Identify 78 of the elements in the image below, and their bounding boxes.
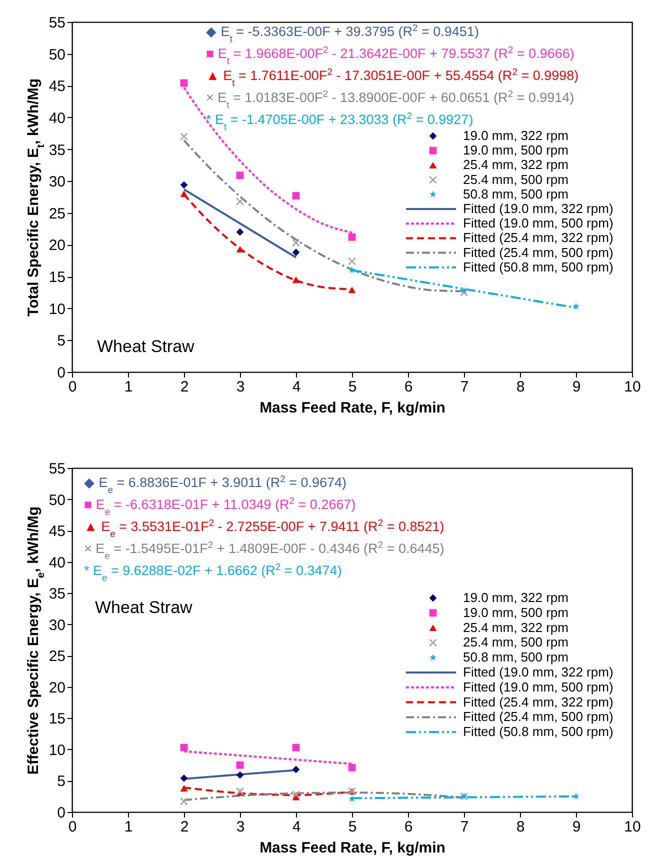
legend-label: 50.8 mm, 500 rpm <box>463 650 568 665</box>
y-tick-label: 30 <box>48 174 66 191</box>
x-axis-title: Mass Feed Rate, F, kg/min <box>260 840 446 856</box>
x-tick-label: 2 <box>180 378 189 396</box>
legend-label: Fitted (25.4 mm, 500 rpm) <box>463 709 614 724</box>
legend-label: Fitted (50.8 mm, 500 rpm) <box>463 724 614 740</box>
x-tick-label: 8 <box>516 818 525 836</box>
y-tick-label: 5 <box>57 773 66 790</box>
legend-label: Fitted (50.8 mm, 500 rpm) <box>463 259 614 274</box>
x-tick-label: 7 <box>460 818 469 836</box>
y-tick-label: 30 <box>48 616 66 634</box>
x-axis-title: Mass Feed Rate, F, kg/min <box>260 400 446 416</box>
legend-label: Fitted (25.4 mm, 322 rpm) <box>463 694 614 710</box>
legend-label: 25.4 mm, 500 rpm <box>463 634 568 650</box>
legend-label: 19.0 mm, 500 rpm <box>463 142 568 158</box>
annotation: ■ E$_{e}$ = -6.6318E-01F + 11.0349 (R$^{2}$ = 0.2667) <box>84 496 356 518</box>
y-tick-label: 25 <box>48 205 66 222</box>
legend-label: Fitted (25.4 mm, 500 rpm) <box>463 244 614 260</box>
x-tick-label: 4 <box>292 818 301 836</box>
x-tick-label: 9 <box>572 378 581 396</box>
x-tick-label: 8 <box>516 378 525 396</box>
legend-label: Fitted (19.0 mm, 500 rpm) <box>463 679 614 694</box>
y-tick-label: 15 <box>48 269 66 286</box>
x-tick-label: 4 <box>292 378 301 396</box>
x-tick-label: 7 <box>460 378 469 396</box>
y-tick-label: 35 <box>48 142 66 159</box>
x-tick-label: 0 <box>68 818 77 836</box>
y-tick-label: 10 <box>48 742 66 759</box>
legend-label: 25.4 mm, 322 rpm <box>463 157 568 172</box>
y-tick-label: 50 <box>48 492 66 509</box>
y-tick-label: 45 <box>48 78 66 96</box>
x-tick-label: 9 <box>572 818 581 836</box>
annotation: * E$_{e}$ = 9.6288E-02F + 1.6662 (R$^{2}$ = 0.3474) <box>84 562 342 584</box>
legend-label: Fitted (19.0 mm, 322 rpm) <box>463 664 614 680</box>
x-tick-label: 0 <box>68 378 77 396</box>
legend-label: Fitted (25.4 mm, 322 rpm) <box>463 230 614 246</box>
annotation: ▲ E$_{t}$ = 1.7611E-00F$^{2}$ - 17.3051E-00F + 55.4554 (R$^{2}$ = 0.9998) <box>206 66 579 88</box>
y-tick-label: 5 <box>57 332 66 350</box>
annotation: Wheat Straw <box>97 337 196 356</box>
legend-label: Fitted (19.0 mm, 322 rpm) <box>463 201 614 216</box>
legend-label: 25.4 mm, 500 rpm <box>463 172 568 187</box>
y-tick-label: 50 <box>48 46 66 64</box>
y-tick-label: 0 <box>57 364 66 382</box>
y-tick-label: 0 <box>57 804 66 822</box>
x-tick-label: 1 <box>124 818 133 836</box>
annotation: ◆ E$_{e}$ = 6.8836E-01F + 3.9011 (R$^{2}$ = 0.9674) <box>84 474 347 496</box>
annotation: ▲ E$_{e}$ = 3.5531E-01F$^{2}$ - 2.7255E-00F + 7.9411 (R$^{2}$ = 0.8521) <box>84 518 444 540</box>
legend-label: 25.4 mm, 322 rpm <box>463 620 568 635</box>
legend-label: Fitted (19.0 mm, 500 rpm) <box>463 216 614 231</box>
x-tick-label: 3 <box>236 818 245 836</box>
x-tick-label: 6 <box>404 378 413 396</box>
annotation: × E$_{e}$ = -1.5495E-01F$^{2}$ + 1.4809E-00F - 0.4346 (R$^{2}$ = 0.6445) <box>84 540 444 562</box>
y-tick-label: 45 <box>48 523 66 540</box>
x-tick-label: 5 <box>348 378 357 396</box>
y-tick-label: 20 <box>48 237 66 254</box>
legend-label: 19.0 mm, 500 rpm <box>463 604 568 620</box>
y-tick-label: 40 <box>48 110 66 127</box>
annotation: ◆ E$_{t}$ = -5.3363E-00F + 39.3795 (R$^{2}$ = 0.9451) <box>206 22 479 44</box>
y-tick-label: 35 <box>48 586 66 603</box>
y-tick-label: 10 <box>48 300 66 318</box>
y-tick-label: 55 <box>48 14 66 32</box>
x-tick-label: 5 <box>348 818 357 836</box>
x-tick-label: 3 <box>236 378 245 396</box>
y-tick-label: 15 <box>48 710 66 728</box>
y-tick-label: 20 <box>48 679 66 696</box>
annotation: × E$_{t}$ = 1.0183E-00F$^{2}$ - 13.8900E-00F + 60.0651 (R$^{2}$ = 0.9914) <box>206 88 574 110</box>
x-tick-label: 2 <box>180 818 189 836</box>
legend-label: 50.8 mm, 500 rpm <box>463 186 568 202</box>
x-tick-label: 10 <box>624 818 641 836</box>
annotation: Wheat Straw <box>95 598 194 617</box>
annotation: ■ E$_{t}$ = 1.9668E-00F$^{2}$ - 21.3642E-00F + 79.5537 (R$^{2}$ = 0.9666) <box>206 44 574 66</box>
legend-label: 19.0 mm, 322 rpm <box>463 590 568 605</box>
x-tick-label: 10 <box>624 378 641 396</box>
y-tick-label: 40 <box>48 554 66 572</box>
y-tick-label: 25 <box>48 648 66 666</box>
x-tick-label: 1 <box>124 378 133 396</box>
y-tick-label: 55 <box>48 460 66 478</box>
x-tick-label: 6 <box>404 818 413 836</box>
